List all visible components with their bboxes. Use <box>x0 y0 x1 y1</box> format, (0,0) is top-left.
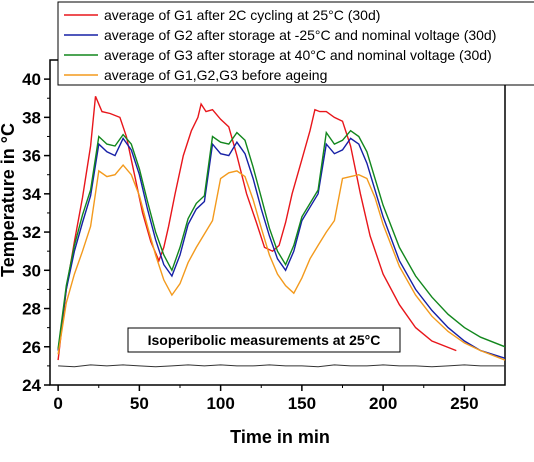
series-line-3 <box>57 129 505 349</box>
y-tick-label: 24 <box>22 376 41 395</box>
y-tick-label: 36 <box>22 147 41 166</box>
y-axis: 24 26 28 30 32 34 36 38 40 <box>22 70 50 395</box>
legend: average of G1 after 2C cycling at 25°C (… <box>57 1 534 86</box>
annotation-text: Isoperibolic measurements at 25°C <box>148 332 381 348</box>
x-tick-label: 200 <box>369 394 397 413</box>
series-layer <box>57 96 505 368</box>
x-axis: 0 50 100 150 200 250 <box>53 385 479 413</box>
annotation-box: Isoperibolic measurements at 25°C <box>127 327 401 353</box>
y-tick-label: 32 <box>22 223 41 242</box>
y-tick-label: 26 <box>22 338 41 357</box>
y-tick-label: 30 <box>22 261 41 280</box>
legend-label-4: average of G1,G2,G3 before ageing <box>104 67 327 83</box>
y-tick-label: 38 <box>22 108 41 127</box>
x-tick-label: 100 <box>206 394 234 413</box>
legend-label-2: average of G2 after storage at -25°C and… <box>104 27 496 43</box>
y-tick-label: 40 <box>22 70 41 89</box>
legend-frame <box>57 1 534 86</box>
x-tick-label: 0 <box>53 394 62 413</box>
legend-label-3: average of G3 after storage at 40°C and … <box>104 47 492 63</box>
y-tick-label: 34 <box>22 185 41 204</box>
series-line-2 <box>57 137 505 359</box>
x-tick-label: 50 <box>130 394 149 413</box>
x-axis-title: Time in min <box>230 427 330 447</box>
annotation-frame <box>127 327 401 353</box>
y-tick-label: 28 <box>22 300 41 319</box>
series-line-5 <box>58 364 505 368</box>
x-tick-label: 250 <box>450 394 478 413</box>
y-axis-title: Temperature in °C <box>0 123 18 277</box>
legend-label-1: average of G1 after 2C cycling at 25°C (… <box>104 7 380 23</box>
series-line-4 <box>57 164 505 361</box>
plot-area: 0 50 100 150 200 250 24 26 28 30 32 34 36 38 40 <box>22 59 506 413</box>
x-tick-label: 150 <box>288 394 316 413</box>
series-line-1 <box>57 96 457 361</box>
